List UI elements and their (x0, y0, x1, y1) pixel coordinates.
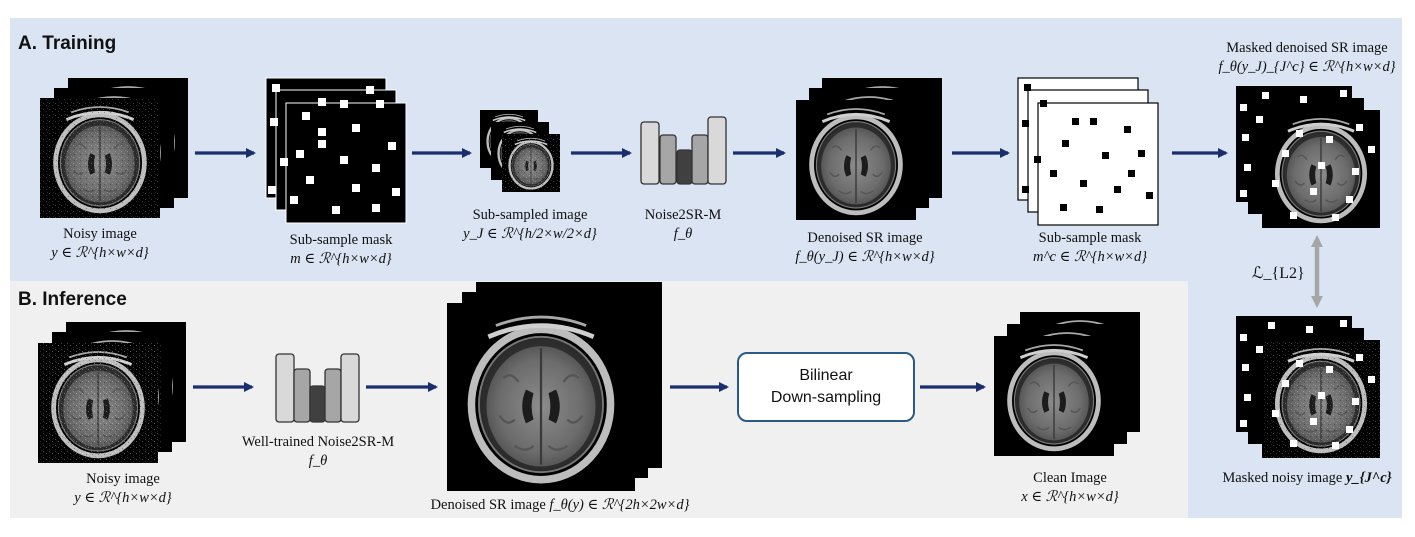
network-name: Noise2SR-M (644, 207, 722, 223)
complement-mask-label: Sub-sample mask m^c ∈ ℛ^{h×w×d} (1010, 229, 1170, 267)
denoised-sr-math: f_θ(y_J) ∈ ℛ^{h×w×d} (795, 249, 935, 265)
training-title: A. Training (18, 33, 117, 54)
masked-denoised-math: f_θ(y_J)_{J^c} ∈ ℛ^{h×w×d} (1218, 59, 1396, 75)
network-label: Noise2SR-M f_θ (618, 206, 748, 244)
subsample-mask-stack (265, 77, 407, 224)
loss-label: ℒ_{L2} (1252, 265, 1305, 282)
complement-mask-math: m^c ∈ ℛ^{h×w×d} (1032, 249, 1148, 265)
masked-noisy-label: Masked noisy image y_{J^c} (1200, 469, 1414, 488)
subsampled-image-stack (480, 110, 560, 192)
noisy-image-label: Noisy image y ∈ ℛ^{h×w×d} (40, 225, 160, 263)
noisy-image-math: y ∈ ℛ^{h×w×d} (51, 245, 149, 261)
complement-mask-name: Sub-sample mask (1038, 230, 1142, 246)
clean-image-math: x ∈ ℛ^{h×w×d} (1021, 489, 1119, 505)
masked-denoised-label: Masked denoised SR image f_θ(y_J)_{J^c} … (1200, 39, 1414, 77)
inference-denoised-label: Denoised SR image f_θ(y) ∈ ℛ^{2h×2w×d} (420, 496, 700, 515)
inference-denoised-math: f_θ(y) ∈ ℛ^{2h×2w×d} (549, 497, 690, 513)
noisy-image-name: Noisy image (63, 226, 137, 242)
denoised-sr-name: Denoised SR image (807, 230, 923, 246)
trained-network-icon (275, 353, 360, 423)
trained-network-name: Well-trained Noise2SR-M (241, 434, 395, 450)
clean-image-label: Clean Image x ∈ ℛ^{h×w×d} (1000, 469, 1140, 507)
masked-noisy-name: Masked noisy image (1222, 470, 1343, 486)
noise2sr-network-icon (640, 116, 727, 185)
complement-mask-stack (1017, 77, 1159, 226)
clean-image-stack (994, 312, 1140, 456)
inference-denoised-sr-stack (447, 282, 662, 491)
masked-noisy-stack (1236, 316, 1380, 458)
trained-network-math: f_θ (308, 453, 328, 469)
masked-denoised-stack (1236, 86, 1380, 228)
inference-title: B. Inference (18, 289, 127, 310)
downsampling-line2: Down-sampling (770, 389, 882, 406)
subsampled-math: y_J ∈ ℛ^{h/2×w/2×d} (463, 226, 597, 242)
bilinear-downsampling-box: Bilinear Down-sampling (737, 352, 915, 422)
masked-noisy-math: y_{J^c} (1345, 470, 1392, 486)
inference-noisy-math: y ∈ ℛ^{h×w×d} (74, 490, 172, 506)
mask-label: Sub-sample mask m ∈ ℛ^{h×w×d} (256, 231, 426, 269)
clean-image-name: Clean Image (1033, 470, 1107, 486)
mask-math: m ∈ ℛ^{h×w×d} (290, 251, 392, 267)
network-math: f_θ (673, 226, 693, 242)
mask-name: Sub-sample mask (289, 232, 393, 248)
trained-network-label: Well-trained Noise2SR-M f_θ (228, 433, 408, 471)
inference-noisy-stack (38, 322, 186, 465)
inference-denoised-name: Denoised SR image (430, 497, 546, 513)
noisy-image-stack (40, 78, 188, 218)
inference-noisy-name: Noisy image (86, 471, 160, 487)
denoised-sr-stack (796, 78, 942, 220)
denoised-sr-label: Denoised SR image f_θ(y_J) ∈ ℛ^{h×w×d} (770, 229, 960, 267)
subsampled-name: Sub-sampled image (472, 207, 588, 223)
subsampled-label: Sub-sampled image y_J ∈ ℛ^{h/2×w/2×d} (450, 206, 610, 244)
masked-denoised-name: Masked denoised SR image (1226, 40, 1388, 56)
downsampling-line1: Bilinear (799, 367, 853, 384)
inference-noisy-label: Noisy image y ∈ ℛ^{h×w×d} (58, 470, 188, 508)
